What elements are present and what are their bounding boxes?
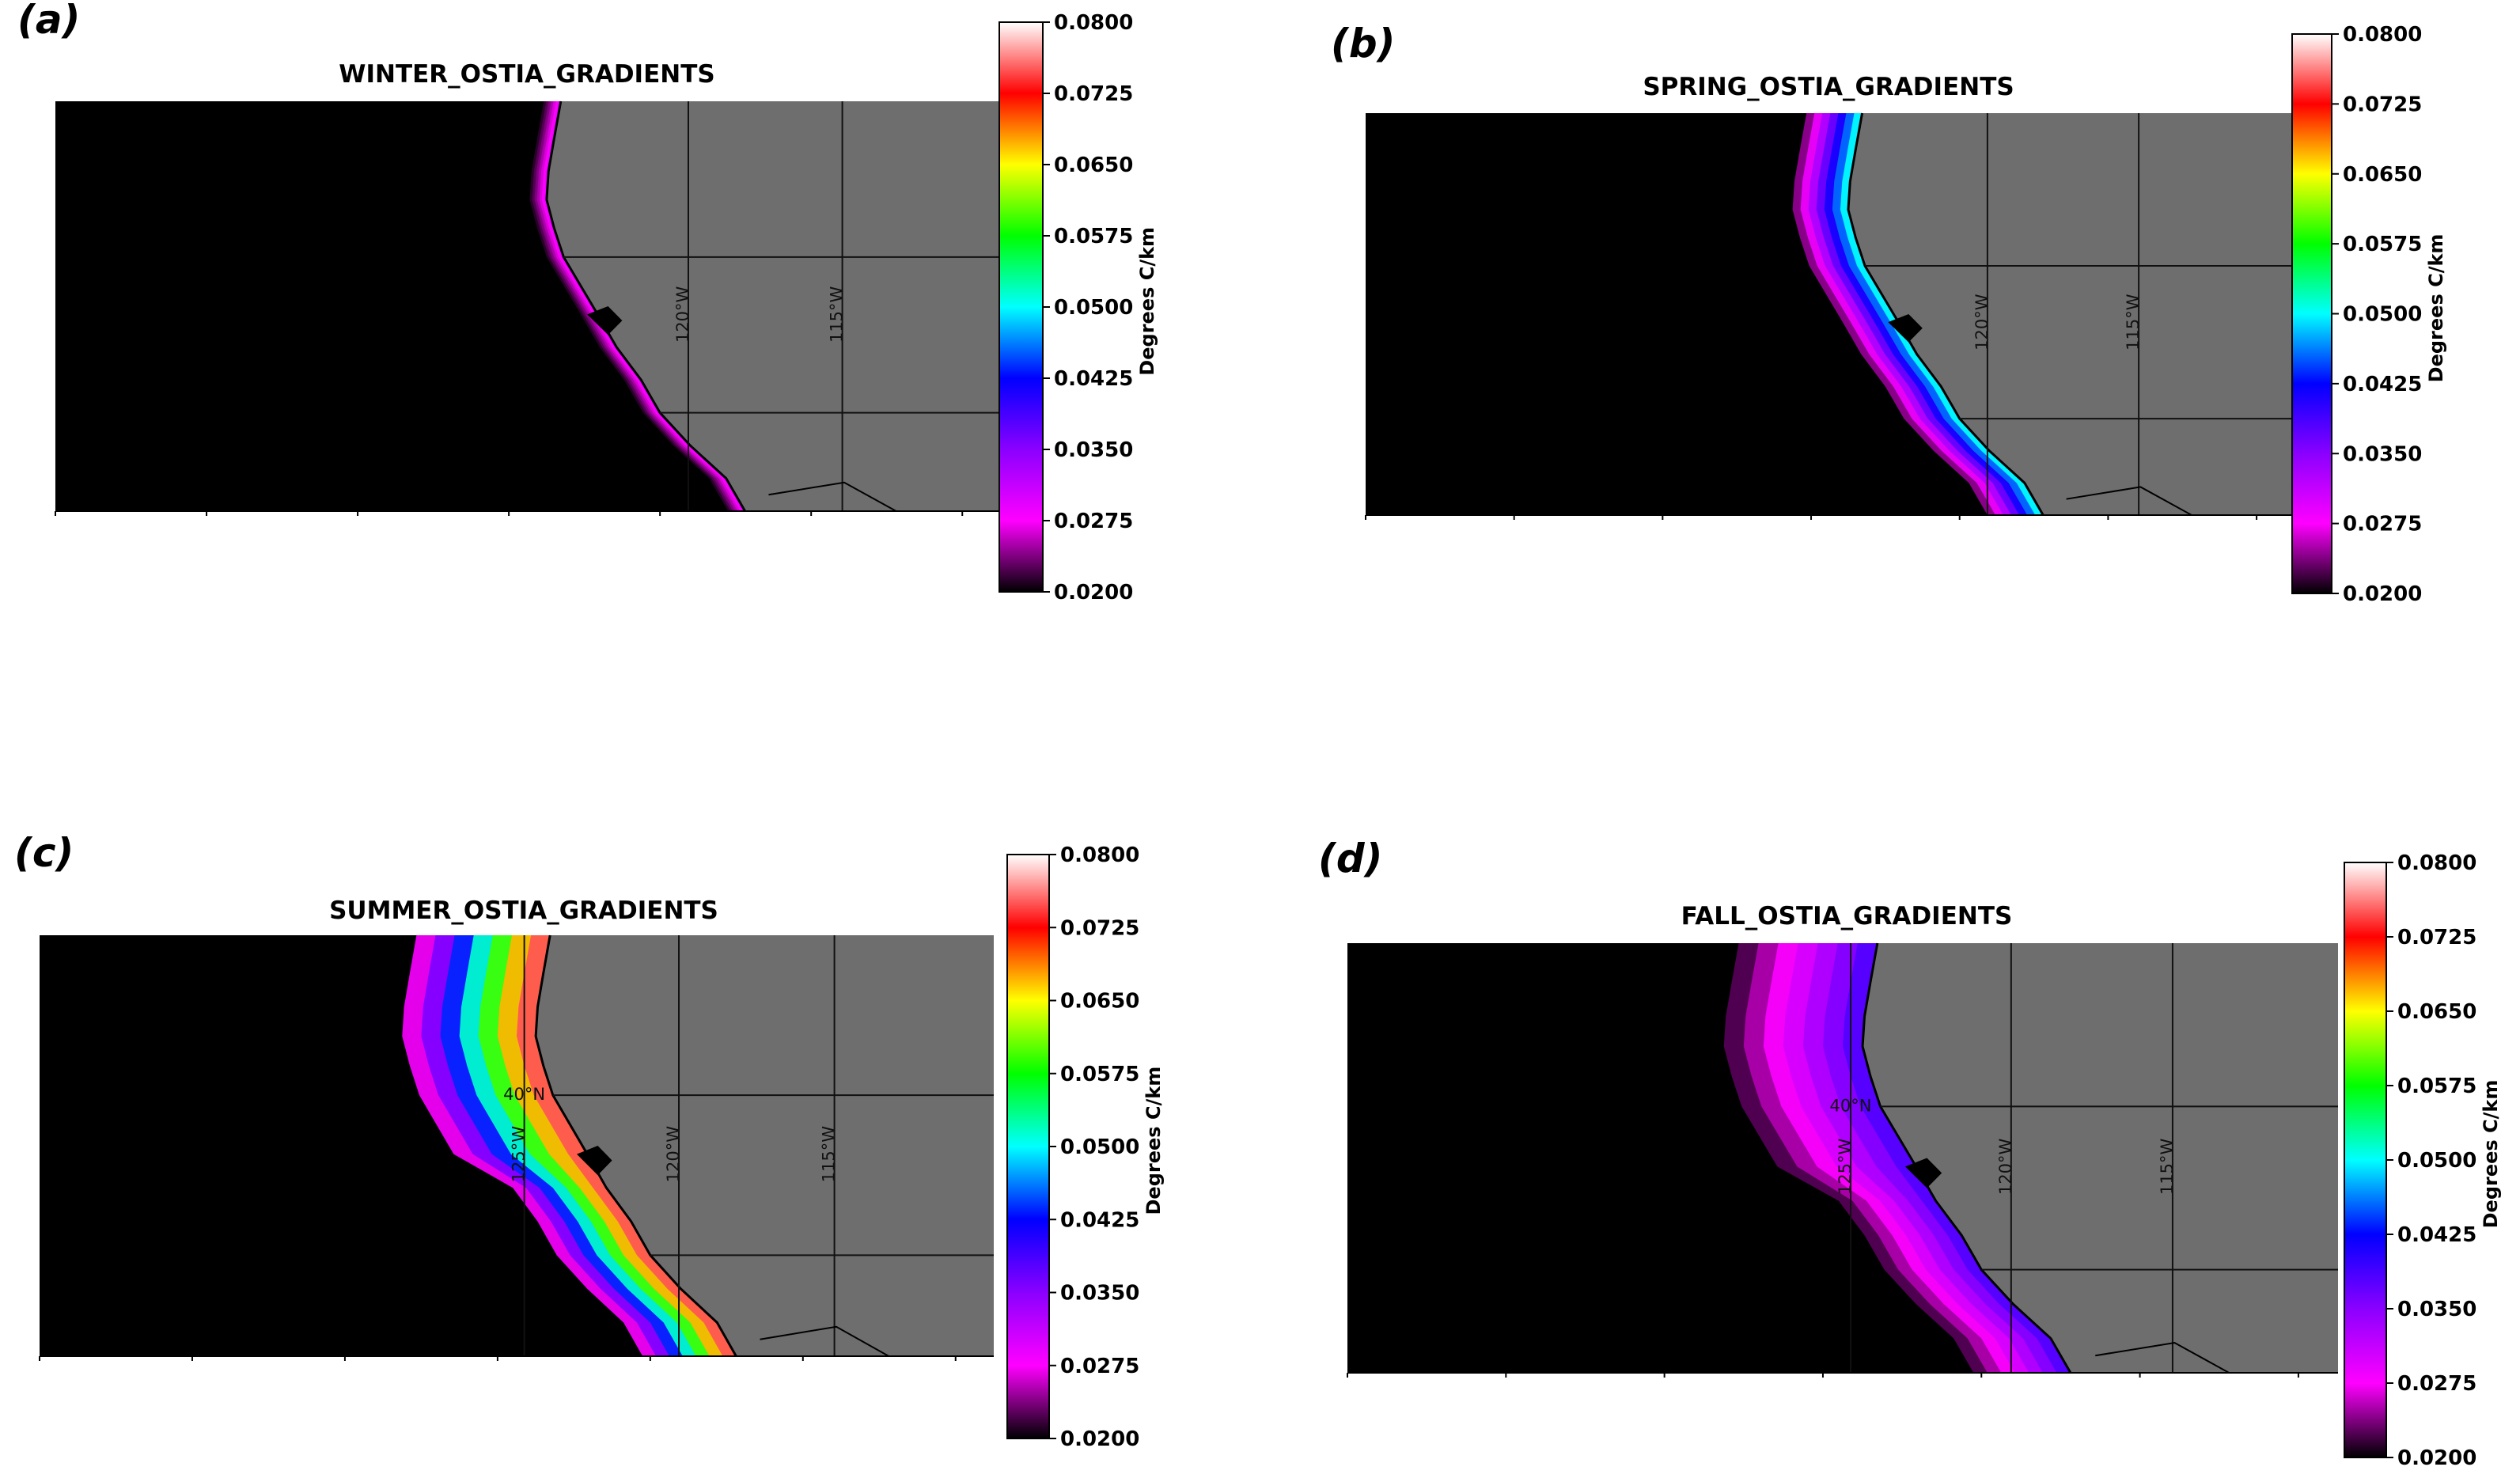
- colorbar-tick-label: 0.0200: [2343, 582, 2422, 606]
- longitude-label: 120°W: [673, 286, 692, 343]
- colorbar-tick-label: 0.0800: [2343, 23, 2422, 47]
- colorbar-label: Degrees C/km: [1136, 227, 1158, 376]
- colorbar-tick-label: 0.0800: [2397, 851, 2476, 875]
- colorbar-tick-label: 0.0800: [1054, 11, 1133, 35]
- colorbar-tick-label: 0.0200: [1054, 581, 1133, 605]
- panel-title: FALL_OSTIA_GRADIENTS: [1681, 902, 2013, 931]
- colorbar-tick-label: 0.0425: [2397, 1223, 2476, 1247]
- colorbar-tick-label: 0.0500: [2397, 1149, 2476, 1173]
- panel-label: (b): [1331, 21, 1396, 66]
- longitude-label: 115°W: [828, 286, 847, 343]
- gradient-band-5: [478, 935, 737, 1356]
- border-line: [2095, 1341, 2230, 1374]
- longitude-label: 120°W: [1972, 294, 1991, 351]
- colorbar-tick-label: 0.0275: [1054, 510, 1133, 533]
- border-line: [2066, 486, 2192, 516]
- border-line: [768, 481, 897, 512]
- coastline: [534, 934, 737, 1357]
- longitude-label: 115°W: [820, 1126, 839, 1183]
- colorbar-tick-label: 0.0650: [1060, 990, 1139, 1014]
- coastline: [1861, 942, 2072, 1374]
- coastline: [1847, 112, 2044, 516]
- colorbar-tick-label: 0.0650: [2343, 163, 2422, 187]
- coastline: [545, 100, 746, 512]
- colorbar-tick-label: 0.0350: [1054, 438, 1133, 462]
- colorbar-tick-label: 0.0725: [1054, 82, 1133, 106]
- colorbar-tick-label: 0.0275: [1060, 1355, 1139, 1378]
- san-francisco-bay: [1888, 314, 1923, 343]
- colorbar-tick-label: 0.0200: [2397, 1446, 2476, 1470]
- san-francisco-bay: [1904, 1158, 1942, 1188]
- colorbar-tick-label: 0.0650: [1054, 154, 1133, 177]
- longitude-label: 125°W: [510, 1126, 529, 1183]
- colorbar-tick-label: 0.0500: [1060, 1135, 1139, 1159]
- gradient-band-6: [1822, 943, 2071, 1373]
- panel-label: (d): [1318, 836, 1383, 881]
- gradient-band-6: [497, 935, 737, 1356]
- gradient-band-7: [1843, 943, 2071, 1373]
- longitude-label: 115°W: [2158, 1138, 2177, 1195]
- colorbar-tick-label: 0.0350: [1060, 1282, 1139, 1306]
- colorbar-label: Degrees C/km: [2425, 234, 2447, 383]
- colorbar-tick-label: 0.0350: [2343, 442, 2422, 466]
- gradient-band-7: [517, 935, 737, 1356]
- colorbar: [2344, 862, 2387, 1458]
- border-line: [760, 1325, 889, 1357]
- colorbar-tick-label: 0.0575: [1054, 225, 1133, 248]
- panel-title: WINTER_OSTIA_GRADIENTS: [339, 60, 714, 89]
- colorbar-tick-label: 0.0725: [2343, 93, 2422, 116]
- colorbar-tick-label: 0.0275: [2397, 1372, 2476, 1396]
- san-francisco-bay: [576, 1146, 612, 1176]
- colorbar-tick-label: 0.0575: [2397, 1075, 2476, 1098]
- colorbar-tick-label: 0.0500: [2343, 303, 2422, 327]
- longitude-label: 120°W: [664, 1126, 683, 1183]
- colorbar: [2291, 33, 2332, 594]
- land-area: [1863, 943, 2338, 1373]
- panel-title: SUMMER_OSTIA_GRADIENTS: [329, 896, 718, 925]
- colorbar-tick-label: 0.0425: [1060, 1208, 1139, 1232]
- gradient-band-5: [1802, 943, 2071, 1373]
- colorbar-label: Degrees C/km: [2480, 1080, 2502, 1229]
- panel-fall: (d) FALL_OSTIA_GRADIENTS 125°W 120°W 115°W 40…: [1318, 836, 2502, 1470]
- panel-spring: (b) SPRING_OSTIA_GRADIENTS 120°W 115°W 0.080…: [1331, 21, 2447, 606]
- panel-label: (c): [14, 830, 74, 876]
- colorbar-tick-label: 0.0425: [1054, 367, 1133, 391]
- colorbar-tick-label: 0.0650: [2397, 1000, 2476, 1024]
- panel-title: SPRING_OSTIA_GRADIENTS: [1643, 73, 2014, 101]
- san-francisco-bay: [587, 306, 623, 335]
- land-area: [546, 101, 1000, 511]
- colorbar-tick-label: 0.0725: [2397, 926, 2476, 949]
- colorbar-tick-label: 0.0800: [1060, 843, 1139, 867]
- colorbar-tick-label: 0.0425: [2343, 373, 2422, 396]
- longitude-label: 120°W: [1996, 1138, 2015, 1195]
- colorbar: [999, 21, 1044, 593]
- colorbar-tick-label: 0.0200: [1060, 1427, 1139, 1451]
- colorbar-label: Degrees C/km: [1143, 1067, 1165, 1215]
- panel-winter: (a) WINTER_OSTIA_GRADIENTS 120°W 115°W 0.080…: [17, 0, 1158, 605]
- panel-summer: (c) SUMMER_OSTIA_GRADIENTS 125°W 120°W 115°W…: [14, 830, 1165, 1451]
- latitude-label: 40°N: [503, 1085, 545, 1104]
- panel-label: (a): [17, 0, 80, 43]
- colorbar: [1006, 854, 1050, 1439]
- latitude-label: 40°N: [1830, 1096, 1872, 1115]
- colorbar-tick-label: 0.0350: [2397, 1298, 2476, 1321]
- colorbar-tick-label: 0.0725: [1060, 916, 1139, 940]
- longitude-label: 115°W: [2124, 294, 2143, 351]
- land-area: [1847, 113, 2294, 515]
- longitude-label: 125°W: [1836, 1138, 1855, 1195]
- land-area: [536, 935, 994, 1356]
- colorbar-tick-label: 0.0575: [1060, 1063, 1139, 1086]
- colorbar-tick-label: 0.0275: [2343, 513, 2422, 536]
- colorbar-tick-label: 0.0500: [1054, 296, 1133, 320]
- colorbar-tick-label: 0.0575: [2343, 233, 2422, 256]
